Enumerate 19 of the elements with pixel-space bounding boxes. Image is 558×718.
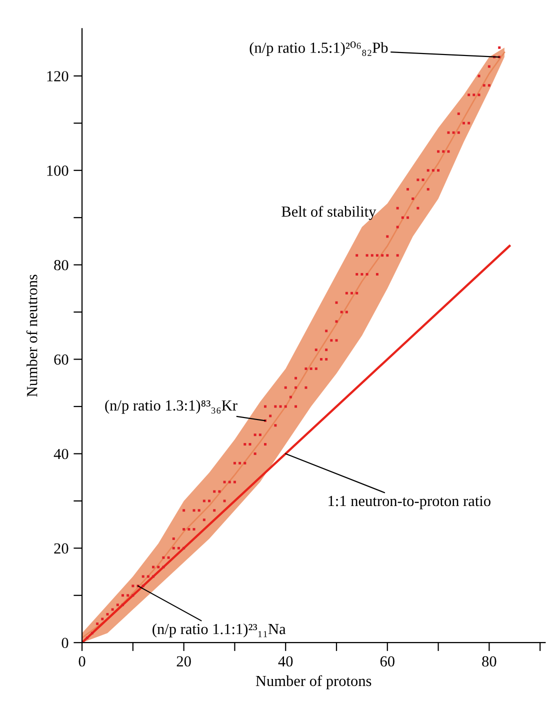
y-tick-label: 40: [54, 448, 68, 460]
annotation: 1:1 neutron-to-proton ratio: [328, 496, 490, 510]
y-axis-title: Number of neutrons: [26, 274, 38, 397]
y-tick-label: 120: [47, 71, 68, 82]
annotation: (n/p ratio 1.1:1)²³₁₁Na: [152, 623, 286, 638]
x-tick-label: 60: [380, 656, 394, 667]
annotation: (n/p ratio 1.5:1)²⁰⁶₈₂Pb: [250, 41, 388, 56]
x-tick-label: 0: [78, 656, 86, 667]
x-tick-label: 80: [482, 656, 496, 667]
y-tick-label: 20: [54, 543, 68, 554]
x-axis-title: Number of protons: [256, 675, 372, 690]
annotation: (n/p ratio 1.3:1)⁸³₃₆Kr: [105, 400, 238, 414]
x-tick-label: 20: [176, 656, 191, 667]
y-tick-label: 100: [47, 166, 68, 176]
x-tick-label: 40: [278, 656, 293, 667]
y-tick-label: 0: [62, 638, 68, 648]
y-tick-label: 60: [54, 354, 68, 365]
annotation: Belt of stability: [282, 206, 376, 220]
y-tick-label: 80: [54, 260, 68, 270]
